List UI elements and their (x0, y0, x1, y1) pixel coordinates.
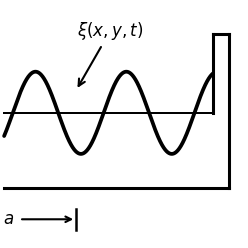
Text: $a$: $a$ (3, 210, 14, 228)
Text: $\xi(x,y,t)$: $\xi(x,y,t)$ (77, 20, 143, 86)
